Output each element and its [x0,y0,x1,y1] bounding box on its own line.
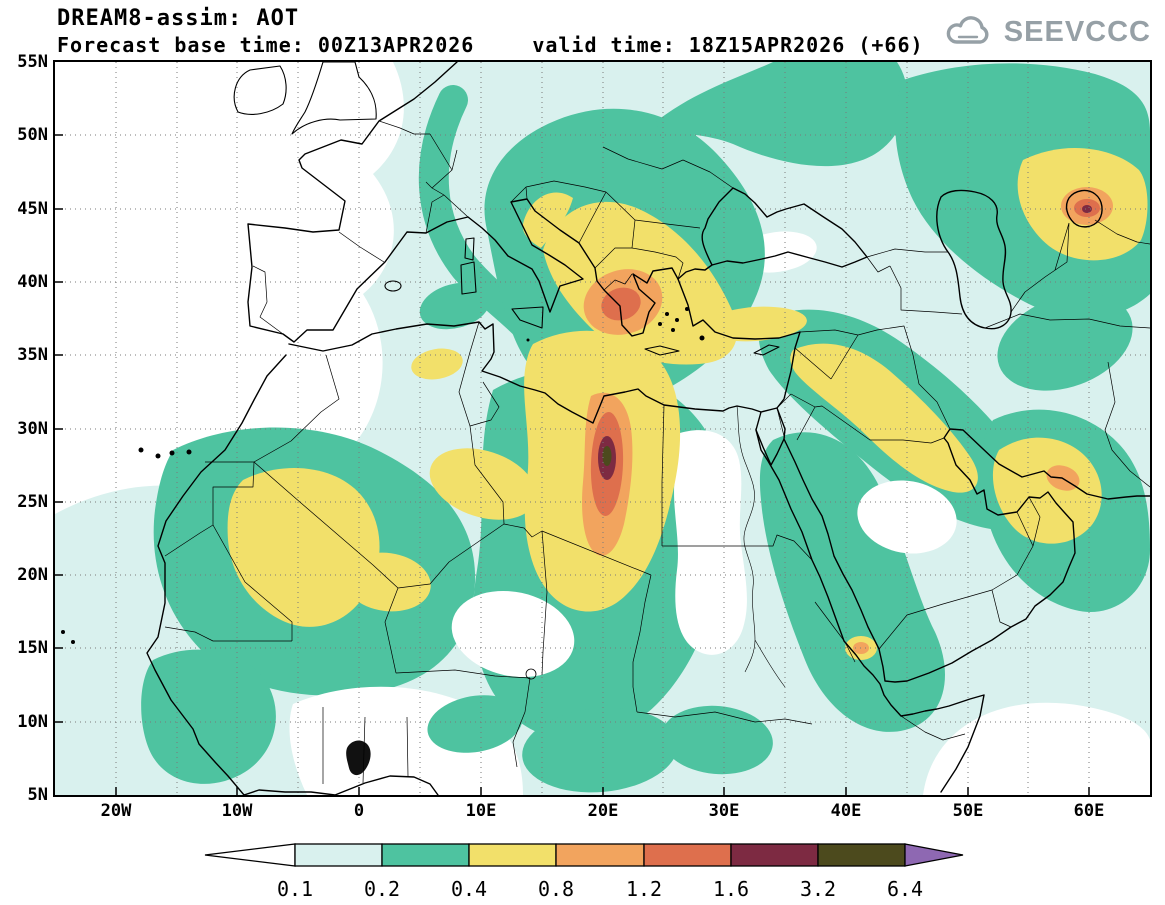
colorbar-label: 0.8 [538,877,574,901]
colorbar-box [730,843,819,867]
sicily [511,306,544,329]
colorbar-box [468,843,557,867]
colorbar-box [294,843,383,867]
redsea-teal-mass [759,432,945,732]
cyprus [753,344,780,356]
contour-layer-core [602,446,612,466]
lat-label: 20N [17,565,48,585]
lake-chad [525,668,537,680]
map-canvas [55,61,1151,796]
colorbar-label: 0.2 [364,877,400,901]
colorbar-label: 0.1 [277,877,313,901]
mallorca [384,280,402,292]
egypt-clear-band [673,430,747,655]
lat-label: 55N [17,52,48,72]
lat-label: 30N [17,419,48,439]
black-sea-coast [701,187,868,268]
redsea-africa-coast [755,429,985,793]
lat-label: 40N [17,272,48,292]
lat-label: 50N [17,125,48,145]
lake-volta [346,740,371,776]
forecast-times: Forecast base time: 00Z13APR2026 valid t… [57,33,924,57]
country-borders [164,120,1151,784]
arabia-gulf-coast [783,428,1151,683]
lon-label: 50E [952,801,984,821]
colorbar-label: 3.2 [800,877,836,901]
colorbar-above-max-arrow [904,843,964,867]
ireland [233,65,287,115]
colorbar-legend: 0.1 0.2 0.4 0.8 1.2 1.6 3.2 6.4 [204,843,964,901]
lon-label: 10E [465,801,497,821]
africa-borders [164,265,966,784]
nile-river [736,405,786,688]
crete [644,345,680,356]
map-frame [53,60,1152,797]
mideast-yellow-band [790,343,978,493]
lat-label: 5N [27,785,48,805]
seevccc-logo: SEEVCCC [945,14,1151,50]
lon-label: 20E [587,801,619,821]
lon-label: 10W [221,801,253,821]
colorbar-label: 6.4 [887,877,923,901]
lon-label: 40E [830,801,862,821]
forecast-base-time: Forecast base time: 00Z13APR2026 [57,33,475,57]
libya-plume-core [602,446,612,466]
valid-time: valid time: 18Z15APR2026 (+66) [532,33,924,57]
mideast-borders [776,325,1041,650]
contour-layer-teal-sahel [141,649,773,793]
lat-label: 35N [17,345,48,365]
colorbar-box [555,843,645,867]
colorbar-label: 1.2 [626,877,662,901]
lat-label: 15N [17,638,48,658]
small-islands [61,307,705,644]
lon-label: 30E [708,801,740,821]
britain [291,61,377,135]
colorbar-below-min-arrow [204,843,296,867]
colorbar-box [817,843,906,867]
lon-label: 20W [100,801,132,821]
logo-text: SEEVCCC [1003,15,1151,48]
lon-label: 0 [353,801,365,821]
caucasus-centralasia-borders [866,219,1151,488]
colorbar-label: 1.6 [713,877,749,901]
europe-coast [247,61,713,343]
mauritania-yellow [227,468,380,627]
cloud-icon [946,16,989,44]
corsica [464,237,475,261]
europe-borders [338,120,734,291]
lat-label: 25N [17,492,48,512]
axis-ticks [55,134,1090,795]
colorbar-box [381,843,470,867]
oman-yellow [992,437,1102,544]
coastlines [61,61,1151,796]
caspian-sea [936,189,1012,330]
lon-label: 60E [1073,801,1105,821]
africa-atlantic-coast [146,354,439,796]
lat-label: 10N [17,712,48,732]
page-title: DREAM8-assim: AOT [57,6,300,31]
sardinia [460,261,477,295]
lat-label: 45N [17,199,48,219]
colorbar-label: 0.4 [451,877,487,901]
colorbar-box [643,843,732,867]
aral-sea [1065,189,1103,228]
turkey-levant-northafrica-coast [288,278,801,424]
